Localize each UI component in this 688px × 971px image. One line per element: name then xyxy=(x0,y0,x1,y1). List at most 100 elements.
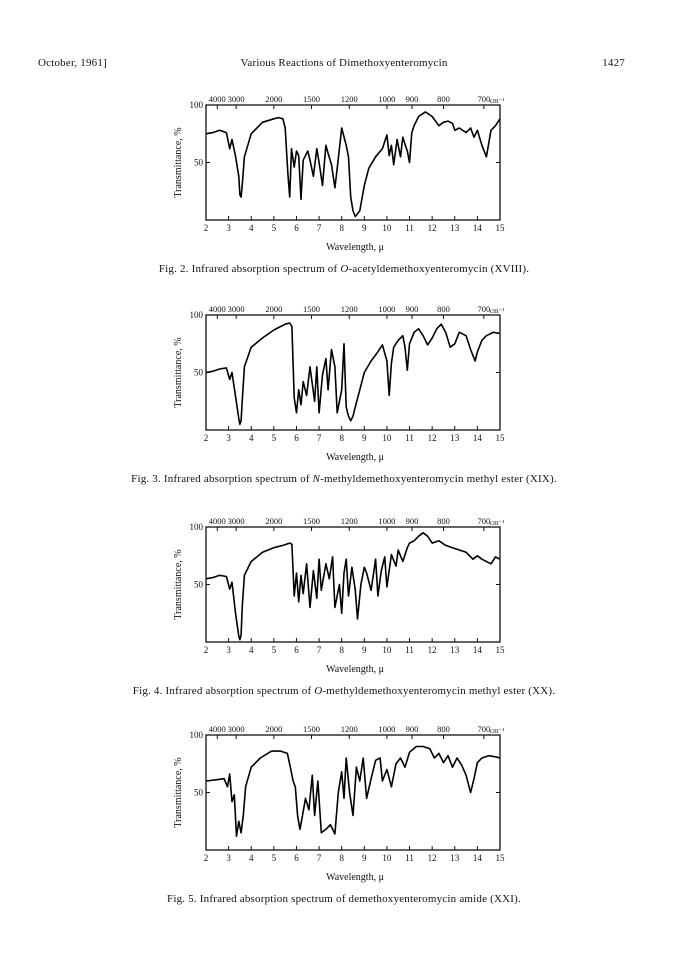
x-axis-label: Wavelength, μ xyxy=(326,872,384,883)
ir-spectrum-fig2: 2 3 4 5 6 7 8 9 10 11 12 13 14 15 4000 3000 2000 1500 1200… xyxy=(173,94,505,253)
page-number: 1427 xyxy=(602,57,625,69)
ir-spectrum-fig3: 2 3 4 5 6 7 8 9 10 11 12 13 14 15 4000 3000 2000 1500 1200… xyxy=(173,304,506,463)
x-tick-label: 7 xyxy=(317,645,322,655)
top-tick-label: 4000 xyxy=(209,516,226,526)
top-tick-label: 800 xyxy=(437,94,450,104)
top-tick-label: 1200 xyxy=(341,516,358,526)
x-axis-label: Wavelength, μ xyxy=(326,664,384,675)
x-tick-label: 10 xyxy=(382,645,392,655)
x-tick-label: 10 xyxy=(382,223,392,233)
x-tick-label: 14 xyxy=(473,645,483,655)
x-tick-label: 2 xyxy=(204,223,209,233)
plot-frame xyxy=(205,734,501,851)
figure-2: 2 3 4 5 6 7 8 9 10 11 12 13 14 15 4000 3000 2000 1500 1200… xyxy=(0,90,688,305)
top-tick-label: 3000 xyxy=(228,516,245,526)
top-tick-label: 2000 xyxy=(265,94,282,104)
spectrum-line xyxy=(205,745,501,837)
y-tick-label: 50 xyxy=(194,788,204,798)
x-tick-label: 7 xyxy=(317,853,322,863)
running-header-title: Various Reactions of Dimethoxyenteromyci… xyxy=(240,57,448,69)
top-tick-label: 1200 xyxy=(341,94,358,104)
x-tick-label: 15 xyxy=(496,433,506,443)
x-tick-label: 3 xyxy=(226,433,231,443)
x-tick-label: 8 xyxy=(339,223,344,233)
y-axis-label: Transmittance, % xyxy=(173,337,184,407)
x-tick-label: 8 xyxy=(339,645,344,655)
top-tick-label: 800 xyxy=(437,304,450,314)
x-tick-label: 7 xyxy=(317,433,322,443)
x-tick-label: 5 xyxy=(272,645,277,655)
x-tick-label: 15 xyxy=(496,853,506,863)
x-tick-label: 14 xyxy=(473,223,483,233)
top-tick-label: 3000 xyxy=(228,304,245,314)
x-tick-label: 9 xyxy=(362,223,367,233)
x-tick-label: 4 xyxy=(249,433,254,443)
top-unit-label: cm⁻¹ xyxy=(490,519,504,527)
x-tick-label: 6 xyxy=(294,223,299,233)
ir-spectrum-fig5: 2 3 4 5 6 7 8 9 10 11 12 13 14 15 4000 3000 2000 1500 1200… xyxy=(173,724,506,883)
x-tick-label: 5 xyxy=(272,433,277,443)
top-tick-label: 1500 xyxy=(303,304,320,314)
y-tick-label: 100 xyxy=(190,730,204,740)
top-tick-label: 4000 xyxy=(209,94,226,104)
y-axis-label: Transmittance, % xyxy=(173,757,184,827)
x-tick-label: 12 xyxy=(428,853,437,863)
top-tick-label: 900 xyxy=(406,304,419,314)
figure-caption: Fig. 5. Infrared absorption spectrum of … xyxy=(167,893,521,905)
y-tick-label: 50 xyxy=(194,368,204,378)
x-tick-label: 7 xyxy=(317,223,322,233)
x-tick-label: 9 xyxy=(362,853,367,863)
top-tick-label: 3000 xyxy=(228,94,245,104)
top-tick-label: 700 xyxy=(477,94,490,104)
x-tick-label: 5 xyxy=(272,853,277,863)
figure-5: 2 3 4 5 6 7 8 9 10 11 12 13 14 15 4000 3000 2000 1500 1200… xyxy=(0,720,688,935)
x-tick-label: 10 xyxy=(382,433,392,443)
x-tick-label: 6 xyxy=(294,433,299,443)
x-tick-label: 10 xyxy=(382,853,392,863)
x-tick-label: 5 xyxy=(272,223,277,233)
figure-caption: Fig. 4. Infrared absorption spectrum of … xyxy=(132,685,556,697)
top-tick-label: 1200 xyxy=(341,304,358,314)
x-tick-label: 3 xyxy=(226,645,231,655)
top-tick-label: 900 xyxy=(406,94,419,104)
y-tick-label: 50 xyxy=(194,158,204,168)
top-unit-label: cm⁻¹ xyxy=(490,307,504,315)
x-tick-label: 14 xyxy=(473,433,483,443)
plot-frame xyxy=(205,104,501,221)
top-tick-label: 4000 xyxy=(209,724,226,734)
x-tick-label: 2 xyxy=(204,853,209,863)
y-tick-label: 100 xyxy=(190,100,204,110)
x-tick-label: 3 xyxy=(226,853,231,863)
top-unit-label: cm⁻¹ xyxy=(490,97,504,105)
y-tick-label: 100 xyxy=(190,310,204,320)
x-tick-label: 12 xyxy=(428,223,437,233)
x-axis-label: Wavelength, μ xyxy=(326,452,384,463)
x-axis-label: Wavelength, μ xyxy=(326,242,384,253)
y-axis-label: Transmittance, % xyxy=(173,127,184,197)
x-tick-label: 13 xyxy=(450,223,460,233)
top-tick-label: 1000 xyxy=(378,724,395,734)
top-tick-label: 700 xyxy=(477,516,490,526)
top-tick-label: 1000 xyxy=(378,516,395,526)
top-tick-label: 900 xyxy=(406,516,419,526)
ir-spectrum-fig4: 2 3 4 5 6 7 8 9 10 11 12 13 14 15 4000 3000 2000 1500 1200… xyxy=(173,516,506,675)
x-tick-label: 4 xyxy=(249,853,254,863)
top-tick-label: 1500 xyxy=(303,516,320,526)
x-tick-label: 9 xyxy=(362,645,367,655)
plot-frame xyxy=(205,526,501,643)
x-tick-label: 6 xyxy=(294,853,299,863)
top-tick-label: 2000 xyxy=(265,724,282,734)
top-tick-label: 1000 xyxy=(378,304,395,314)
plot-frame xyxy=(205,314,501,431)
x-tick-label: 9 xyxy=(362,433,367,443)
x-tick-label: 3 xyxy=(226,223,231,233)
figure-4: 2 3 4 5 6 7 8 9 10 11 12 13 14 15 4000 3000 2000 1500 1200… xyxy=(0,512,688,727)
figure-caption: Fig. 3. Infrared absorption spectrum of … xyxy=(131,473,557,485)
top-tick-label: 2000 xyxy=(265,304,282,314)
y-tick-label: 100 xyxy=(190,522,204,532)
top-tick-label: 800 xyxy=(437,516,450,526)
x-tick-label: 13 xyxy=(450,645,460,655)
x-tick-label: 15 xyxy=(496,645,506,655)
figure-3: 2 3 4 5 6 7 8 9 10 11 12 13 14 15 4000 3000 2000 1500 1200… xyxy=(0,300,688,515)
x-tick-label: 13 xyxy=(450,433,460,443)
